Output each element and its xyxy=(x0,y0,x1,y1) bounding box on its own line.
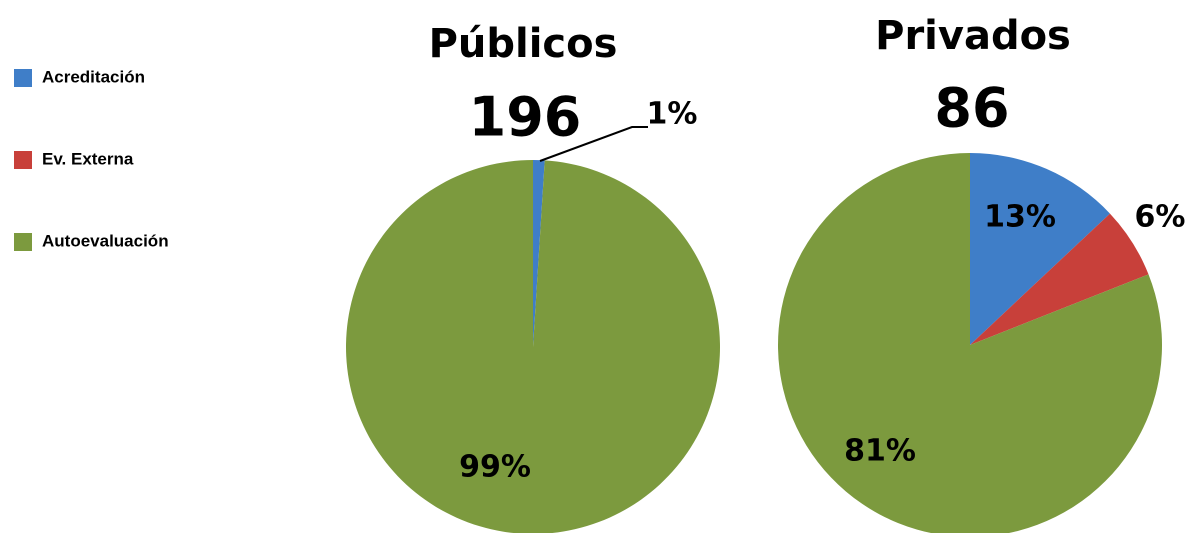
pie-slice xyxy=(970,213,1149,345)
legend-label: Acreditación xyxy=(42,67,145,86)
chart-subtitle: 196 xyxy=(469,86,582,149)
legend-swatch xyxy=(14,69,32,87)
legend-label: Autoevaluación xyxy=(42,231,169,250)
leader-line xyxy=(539,126,648,162)
legend-label: Ev. Externa xyxy=(42,149,134,168)
data-label: 1% xyxy=(647,97,698,132)
legend-swatch xyxy=(14,151,32,169)
chart-title: Públicos xyxy=(429,21,618,67)
legend-swatch xyxy=(14,233,32,251)
pie-slice xyxy=(533,160,545,347)
chart-title: Privados xyxy=(875,13,1071,59)
data-label: 6% xyxy=(1135,200,1186,235)
data-label: 13% xyxy=(984,200,1056,235)
pie-slice xyxy=(346,160,720,533)
chart-subtitle: 86 xyxy=(934,77,1009,140)
data-label: 81% xyxy=(844,434,916,469)
data-label: 99% xyxy=(459,450,531,485)
pie-slice xyxy=(970,153,1110,345)
pie-slice xyxy=(778,153,1162,533)
